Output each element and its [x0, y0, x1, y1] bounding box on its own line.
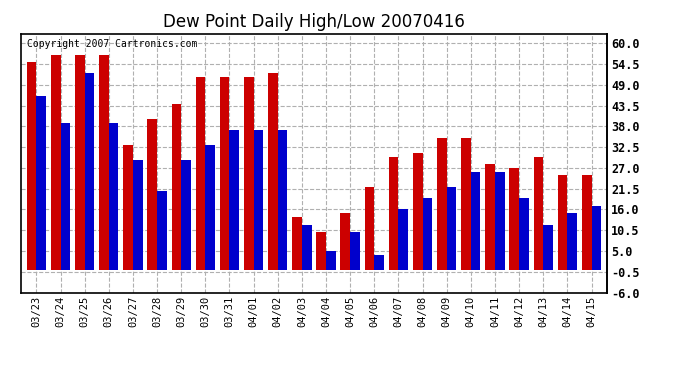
Bar [133, 160, 143, 270]
Bar [302, 225, 312, 270]
Bar [471, 172, 480, 270]
Bar [51, 54, 61, 270]
Bar [196, 77, 206, 270]
Bar [533, 156, 543, 270]
Bar [582, 176, 591, 270]
Bar [85, 74, 95, 270]
Bar [124, 145, 133, 270]
Bar [495, 172, 504, 270]
Bar [461, 138, 471, 270]
Bar [509, 168, 519, 270]
Text: Copyright 2007 Cartronics.com: Copyright 2007 Cartronics.com [26, 39, 197, 49]
Bar [398, 209, 408, 270]
Bar [388, 156, 398, 270]
Bar [206, 145, 215, 270]
Bar [157, 190, 167, 270]
Bar [293, 217, 302, 270]
Bar [326, 251, 335, 270]
Bar [364, 187, 374, 270]
Title: Dew Point Daily High/Low 20070416: Dew Point Daily High/Low 20070416 [163, 13, 465, 31]
Bar [567, 213, 577, 270]
Bar [422, 198, 432, 270]
Bar [413, 153, 422, 270]
Bar [519, 198, 529, 270]
Bar [172, 104, 181, 270]
Bar [437, 138, 446, 270]
Bar [278, 130, 288, 270]
Bar [316, 232, 326, 270]
Bar [350, 232, 359, 270]
Bar [268, 74, 278, 270]
Bar [230, 130, 239, 270]
Bar [181, 160, 191, 270]
Bar [446, 187, 456, 270]
Bar [99, 54, 109, 270]
Bar [27, 62, 37, 270]
Bar [75, 54, 85, 270]
Bar [485, 164, 495, 270]
Bar [558, 176, 567, 270]
Bar [148, 119, 157, 270]
Bar [374, 255, 384, 270]
Bar [244, 77, 254, 270]
Bar [340, 213, 350, 270]
Bar [61, 123, 70, 270]
Bar [591, 206, 601, 270]
Bar [543, 225, 553, 270]
Bar [109, 123, 119, 270]
Bar [220, 77, 230, 270]
Bar [254, 130, 264, 270]
Bar [37, 96, 46, 270]
